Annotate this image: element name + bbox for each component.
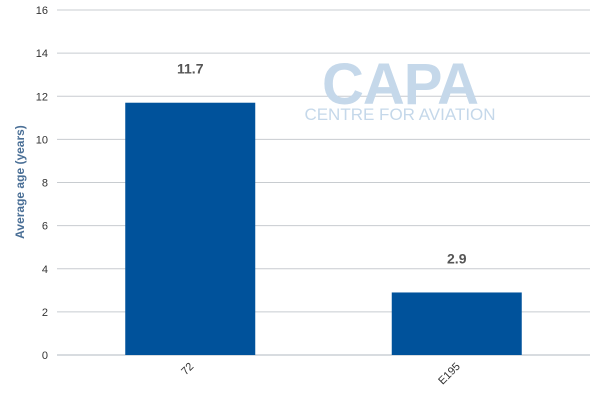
y-tick-label: 0 <box>42 350 48 362</box>
bar <box>125 102 256 355</box>
y-axis-ticks: 0 2 4 6 8 10 12 14 16 <box>36 5 48 362</box>
watermark-tagline: CENTRE FOR AVIATION <box>304 105 495 124</box>
y-tick-label: 14 <box>36 48 48 60</box>
x-tick-label: 72 <box>179 361 196 378</box>
x-axis-ticks: 72 E195 <box>179 361 463 388</box>
data-label: 2.9 <box>447 250 467 266</box>
y-tick-label: 2 <box>42 307 48 319</box>
y-tick-label: 6 <box>42 221 48 233</box>
x-tick-label: E195 <box>436 361 463 388</box>
watermark-logo: CAPA CENTRE FOR AVIATION <box>304 52 495 124</box>
y-tick-label: 10 <box>36 134 48 146</box>
y-tick-label: 4 <box>42 264 48 276</box>
y-axis-label: Average age (years) <box>13 125 27 239</box>
bar <box>391 292 522 355</box>
y-tick-label: 12 <box>36 91 48 103</box>
data-label: 11.7 <box>177 61 204 77</box>
y-tick-label: 16 <box>36 5 48 17</box>
watermark-brand: CAPA <box>322 52 478 117</box>
y-tick-label: 8 <box>42 178 48 190</box>
bars: 11.7 2.9 <box>125 61 522 355</box>
